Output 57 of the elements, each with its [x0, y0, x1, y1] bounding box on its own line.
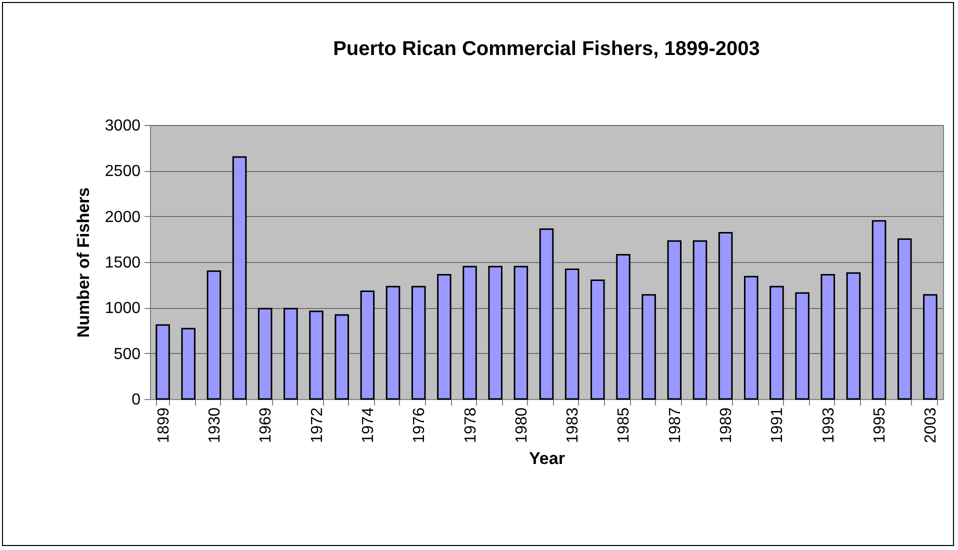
- x-tick-label: 1978: [462, 407, 480, 444]
- x-tick-label: 1985: [616, 407, 633, 444]
- bar: [846, 272, 861, 400]
- bar: [872, 220, 886, 400]
- x-tick-label: 2003: [922, 407, 940, 444]
- y-tick-label: 0: [132, 392, 141, 408]
- y-tick-label: 1000: [104, 300, 141, 318]
- bar: [386, 286, 400, 400]
- bar: [667, 240, 682, 400]
- x-tick-label: 1989: [718, 407, 736, 444]
- bar: [897, 238, 912, 400]
- bar: [181, 328, 196, 400]
- x-tick-label: 1899: [155, 407, 172, 444]
- x-tick-label: 1969: [258, 407, 275, 444]
- bar: [284, 308, 298, 400]
- x-tick-label: 1976: [411, 407, 428, 444]
- bar: [334, 314, 349, 400]
- x-tick-label: 1980: [513, 407, 530, 444]
- bar: [692, 240, 708, 400]
- bar: [616, 254, 630, 400]
- bar: [156, 324, 170, 400]
- chart-title: Puerto Rican Commercial Fishers, 1899-2003: [333, 38, 760, 60]
- bar: [360, 290, 375, 400]
- x-tick-label: 1995: [872, 407, 889, 444]
- bar: [744, 276, 758, 400]
- bar: [820, 274, 836, 400]
- bar: [488, 266, 502, 400]
- y-tick-label: 3000: [104, 118, 141, 134]
- bar: [232, 156, 247, 400]
- bar: [718, 232, 733, 400]
- x-tick-label: 1993: [820, 407, 838, 444]
- bar: [258, 308, 272, 400]
- x-tick-label: 1991: [769, 407, 786, 444]
- x-tick-label: 1987: [666, 407, 684, 444]
- x-tick-label: 1930: [206, 407, 224, 444]
- y-tick-label: 2500: [104, 163, 141, 180]
- bar: [795, 292, 810, 400]
- bar: [770, 286, 784, 400]
- bar: [539, 228, 554, 400]
- x-tick-label: 1974: [360, 407, 377, 444]
- bar: [437, 274, 452, 400]
- x-axis-title: Year: [529, 449, 566, 468]
- bar: [206, 270, 222, 400]
- bar: [923, 294, 938, 400]
- x-tick-label: 1983: [564, 407, 582, 444]
- bar: [590, 280, 605, 400]
- y-tick-label: 2000: [104, 208, 141, 226]
- bar: [514, 266, 528, 400]
- bar: [564, 268, 580, 400]
- x-tick-label: 1972: [308, 407, 326, 444]
- y-axis-title: Number of Fishers: [74, 187, 93, 338]
- y-tick-label: 1500: [104, 254, 141, 272]
- bar: [411, 286, 426, 400]
- bar: [462, 266, 477, 400]
- y-tick-label: 500: [114, 346, 141, 363]
- bar: [642, 294, 656, 400]
- bar: [309, 310, 324, 400]
